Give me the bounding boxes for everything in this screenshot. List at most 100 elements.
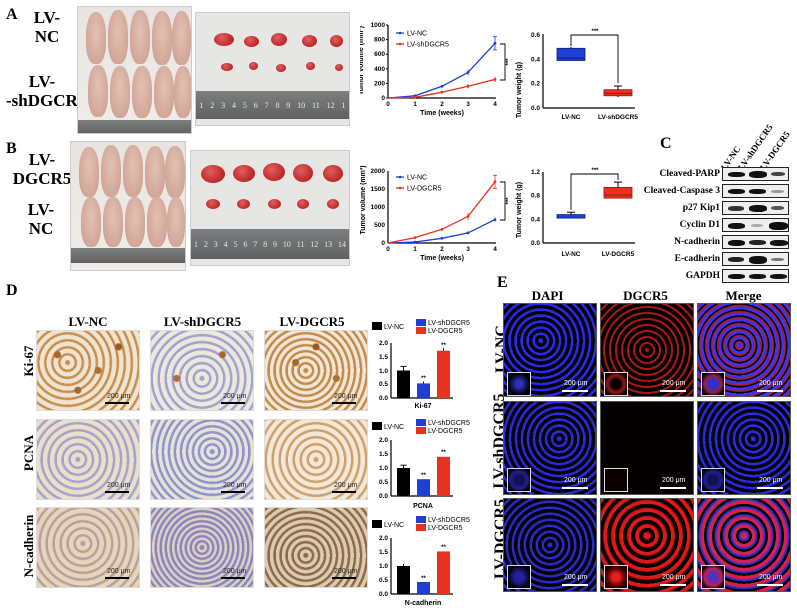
mice-photo-b: [70, 141, 186, 271]
wb-label: Cleaved-Caspase 3: [643, 186, 720, 196]
svg-text:2.0: 2.0: [379, 437, 388, 444]
svg-text:LV-DGCR5: LV-DGCR5: [428, 428, 463, 435]
svg-text:Time (weeks): Time (weeks): [420, 110, 464, 117]
ihc-image: [264, 507, 368, 588]
svg-text:600: 600: [374, 51, 385, 58]
svg-text:1.2: 1.2: [531, 169, 540, 176]
if-scale-label: 200 μm: [564, 477, 588, 484]
svg-text:2: 2: [440, 101, 444, 108]
chart-d-ki67: LV-NC LV-shDGCR5 LV-DGCR5 0.0 0.5 1.0 1.5 2.…: [372, 319, 470, 410]
svg-text:1: 1: [413, 246, 417, 253]
svg-text:0: 0: [386, 246, 390, 253]
if-image-merge: [697, 498, 791, 592]
svg-text:0.6: 0.6: [531, 32, 540, 39]
svg-text:***: ***: [591, 29, 599, 35]
chart-a-tumor-volume: Tumor volume (mm³) 0 200 400 600 800 1000 0 1 2…: [360, 22, 512, 117]
svg-text:0.5: 0.5: [379, 479, 388, 486]
panel-b-letter: B: [6, 140, 17, 157]
if-scale-label: 200 μm: [662, 380, 686, 387]
svg-text:0.8: 0.8: [531, 193, 540, 200]
svg-text:3: 3: [466, 246, 470, 253]
if-col-dgcr5: DGCR5: [623, 288, 668, 303]
svg-text:LV-DGCR5: LV-DGCR5: [407, 186, 442, 193]
svg-text:0: 0: [381, 240, 385, 247]
svg-text:0.5: 0.5: [379, 577, 388, 584]
svg-text:800: 800: [374, 37, 385, 44]
svg-text:3: 3: [466, 101, 470, 108]
ihc-row-ki67: Ki-67: [21, 345, 36, 377]
svg-text:LV-NC: LV-NC: [561, 114, 580, 121]
ihc-image: [150, 419, 254, 500]
scale-bar-label: 200 μm: [223, 482, 247, 489]
svg-text:Ki-67: Ki-67: [414, 403, 431, 410]
scale-bar-label: 200 μm: [107, 482, 131, 489]
ihc-image: [264, 330, 368, 411]
svg-text:0.0: 0.0: [531, 240, 540, 247]
svg-text:2000: 2000: [371, 168, 386, 175]
svg-text:LV-shDGCR5: LV-shDGCR5: [407, 42, 449, 49]
panel-d-letter: D: [6, 282, 18, 299]
svg-text:**: **: [421, 576, 426, 582]
panel-c-letter: C: [660, 135, 672, 152]
label-a-lv-nc: LV- NC: [33, 8, 61, 46]
panel-a-letter: A: [6, 6, 18, 23]
svg-text:**: **: [421, 473, 426, 479]
ihc-image: [264, 419, 368, 500]
if-image-dgcr5: [600, 401, 694, 495]
svg-text:4: 4: [493, 246, 497, 253]
svg-text:0.0: 0.0: [379, 493, 388, 500]
scale-bar-label: 200 μm: [334, 393, 358, 400]
ihc-col-lv-shdgcr5: LV-shDGCR5: [163, 314, 242, 329]
svg-text:**: **: [441, 343, 446, 349]
if-image-merge: [697, 401, 791, 495]
if-image-dgcr5: [600, 303, 694, 397]
if-scale-label: 200 μm: [564, 380, 588, 387]
scale-bar-label: 200 μm: [334, 482, 358, 489]
ihc-image: [150, 330, 254, 411]
svg-text:1.0: 1.0: [379, 563, 388, 570]
svg-text:Tumor weight (g): Tumor weight (g): [516, 62, 523, 118]
svg-text:LV-DGCR5: LV-DGCR5: [602, 251, 635, 258]
ihc-image: [36, 419, 140, 500]
svg-text:0.4: 0.4: [531, 216, 540, 223]
svg-text:LV-NC: LV-NC: [561, 251, 580, 258]
label-b-lv-nc: LV- NC: [27, 200, 55, 238]
svg-text:PCNA: PCNA: [413, 503, 433, 510]
mice-photo-a: [77, 6, 192, 134]
svg-text:LV-DGCR5: LV-DGCR5: [428, 525, 463, 532]
svg-text:***: ***: [506, 197, 512, 205]
wb-label: Cyclin D1: [679, 220, 720, 230]
if-scale-label: 200 μm: [759, 380, 783, 387]
wb-label: Cleaved-PARP: [659, 169, 720, 179]
svg-text:LV-NC: LV-NC: [384, 324, 404, 331]
svg-text:LV-shDGCR5: LV-shDGCR5: [428, 517, 470, 524]
svg-text:LV-shDGCR5: LV-shDGCR5: [428, 320, 470, 327]
if-scale-label: 200 μm: [759, 574, 783, 581]
if-col-dapi: DAPI: [531, 288, 564, 303]
ihc-image: [36, 507, 140, 588]
tumors-photo-b: 1 2 3 4 5 6 7 8 9 10 11 12 13 14: [190, 150, 350, 266]
wb-label: E-cadherin: [674, 254, 720, 264]
label-a-lv-shdgcr5: LV- -shDGCR5: [6, 72, 87, 110]
svg-text:Tumor volume (mm³): Tumor volume (mm³): [360, 165, 367, 234]
ihc-image: [36, 330, 140, 411]
svg-text:LV-shDGCR5: LV-shDGCR5: [598, 114, 638, 121]
chart-b-tumor-volume: Tumor volume (mm³) 0 500 1000 1500 2000 0 1 2 3…: [360, 165, 512, 262]
svg-text:0.0: 0.0: [379, 395, 388, 402]
svg-text:0.2: 0.2: [531, 81, 540, 88]
if-col-merge: Merge: [725, 288, 762, 303]
svg-text:N-cadherin: N-cadherin: [405, 600, 442, 607]
svg-text:400: 400: [374, 66, 385, 73]
if-image-dapi: [503, 303, 597, 397]
label-b-lv-dgcr5: LV- DGCR5: [12, 150, 72, 188]
ihc-image: [150, 507, 254, 588]
chart-b-tumor-weight: Tumor weight (g) 0.00.40.81.2 *** LV-NC …: [516, 168, 635, 258]
svg-text:0.4: 0.4: [531, 56, 540, 63]
chart-a-tumor-weight: Tumor weight (g) 0.00.20.40.6 *** LV-NC …: [516, 29, 638, 121]
svg-text:1.5: 1.5: [379, 549, 388, 556]
svg-text:1.0: 1.0: [379, 465, 388, 472]
svg-text:500: 500: [374, 222, 385, 229]
svg-text:***: ***: [506, 58, 512, 66]
svg-text:Time (weeks): Time (weeks): [420, 255, 464, 262]
svg-text:1.0: 1.0: [379, 368, 388, 375]
